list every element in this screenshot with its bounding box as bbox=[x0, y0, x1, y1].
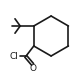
Text: O: O bbox=[30, 64, 37, 73]
Text: Cl: Cl bbox=[10, 52, 19, 61]
